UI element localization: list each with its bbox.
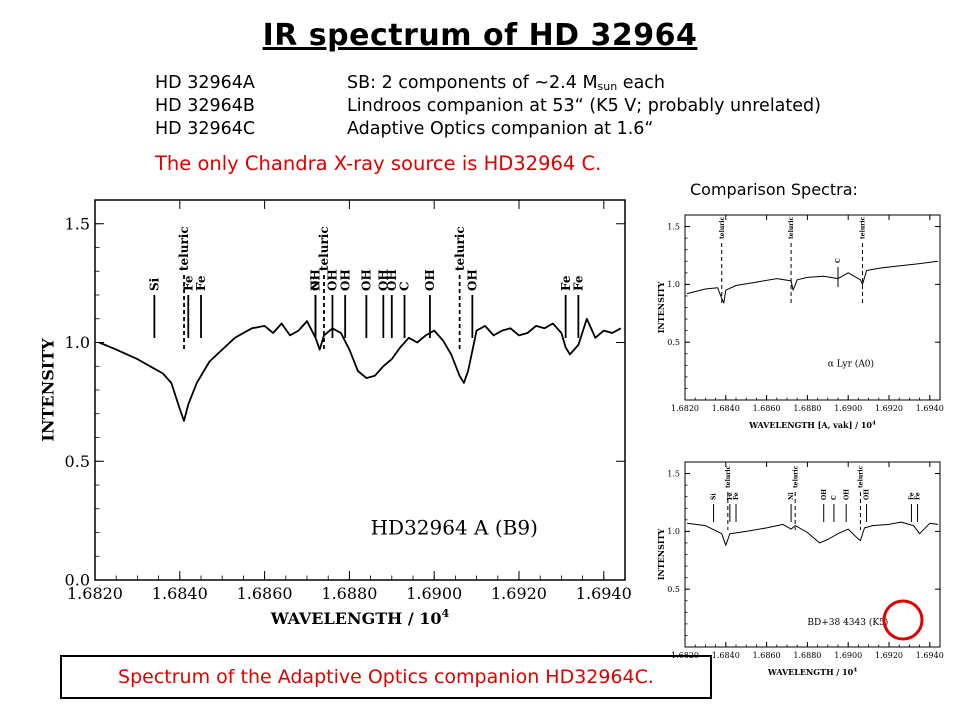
x-axis-label: WAVELENGTH [A, vak] / 104 <box>748 420 876 430</box>
x-tick-label: 1.6940 <box>916 651 944 660</box>
line-marker-label: OH <box>360 269 374 291</box>
line-marker-label: OH <box>309 269 323 291</box>
x-tick-label: 1.6840 <box>712 404 740 413</box>
y-tick-label: 1.0 <box>667 280 680 289</box>
x-tick-label: 1.6920 <box>491 584 547 603</box>
line-marker-label: teluric <box>858 465 865 488</box>
x-tick-label: 1.6820 <box>671 404 699 413</box>
line-marker-label: teluric <box>725 465 732 488</box>
line-marker-label: OH <box>385 269 399 291</box>
component-id: HD 32964C <box>155 119 256 139</box>
spectrum-line <box>686 260 939 304</box>
line-marker-label: Fe <box>181 275 195 291</box>
caption-text: Spectrum of the Adaptive Optics companio… <box>118 666 654 688</box>
line-marker-label: OH <box>326 269 340 291</box>
line-marker-label: C <box>398 281 412 291</box>
y-tick-label: 1.5 <box>65 214 90 233</box>
desc-text-end: each <box>617 73 666 93</box>
line-marker-label: OH <box>821 489 828 500</box>
x-axis-label-exponent: 4 <box>853 667 857 673</box>
x-tick-label: 1.6880 <box>793 404 821 413</box>
line-marker-label: Si <box>711 493 718 500</box>
x-tick-label: 1.6860 <box>753 651 781 660</box>
x-tick-label: 1.6860 <box>753 404 781 413</box>
y-axis-label: INTENSITY <box>656 528 666 580</box>
line-marker-label: Fe <box>909 492 916 500</box>
x-tick-label: 1.6880 <box>793 651 821 660</box>
x-axis-label: WAVELENGTH / 104 <box>767 667 857 677</box>
line-marker-label: OH <box>864 489 871 500</box>
line-marker-label: Si <box>148 277 162 291</box>
y-axis-label: INTENSITY <box>656 281 666 333</box>
highlight-circle <box>882 599 924 641</box>
line-marker-label: Ni <box>788 492 795 500</box>
desc-subscript: sun <box>597 80 618 93</box>
comparison-chart-alpha-lyr: 1.6820 1.6840 1.6860 1.6880 1.6900 1.6920 1.69… <box>656 214 944 430</box>
main-spectrum-chart: 1.6820 1.6840 1.6860 1.6880 1.6900 1.6920 1.69… <box>38 199 632 628</box>
slide-title: IR spectrum of HD 32964 <box>262 18 698 53</box>
y-tick-label: 0.5 <box>667 338 680 347</box>
object-label: BD+38 4343 (K5) <box>807 617 888 628</box>
comparison-label: Comparison Spectra: <box>690 180 858 199</box>
x-axis-label: WAVELENGTH / 104 <box>270 606 450 628</box>
y-tick-label: 0.5 <box>65 452 90 471</box>
component-desc: SB: 2 components of ~2.4 Msun each <box>347 72 665 98</box>
caption-box: Spectrum of the Adaptive Optics companio… <box>60 655 712 699</box>
spectrum-line <box>686 521 939 546</box>
x-tick-label: 1.6860 <box>237 584 293 603</box>
line-marker-label: Fe <box>915 492 922 500</box>
x-tick-label: 1.6900 <box>834 651 862 660</box>
chandra-note: The only Chandra X-ray source is HD32964… <box>155 152 602 175</box>
x-tick-label: 1.6880 <box>321 584 377 603</box>
line-marker-label: Fe <box>194 275 208 291</box>
x-tick-label: 1.6900 <box>406 584 462 603</box>
line-marker-label: teluric <box>317 226 331 271</box>
x-axis-label-exponent: 4 <box>872 420 876 426</box>
component-desc: Adaptive Optics companion at 1.6“ <box>347 119 654 139</box>
x-tick-label: 1.6820 <box>67 584 123 603</box>
line-marker-label: Fe <box>559 275 573 291</box>
line-marker-label: Fe <box>733 492 740 500</box>
line-marker-label: teluric <box>860 216 867 239</box>
y-tick-label: 1.0 <box>667 527 680 536</box>
line-marker-label: C <box>835 258 842 263</box>
line-marker-label: OH <box>338 269 352 291</box>
desc-text: SB: 2 components of ~2.4 M <box>347 73 598 93</box>
line-marker-label: Fe <box>727 492 734 500</box>
y-tick-label: 0.0 <box>65 571 90 590</box>
line-marker-label: OH <box>843 489 850 500</box>
y-tick-label: 1.5 <box>667 469 680 478</box>
x-axis-label-exponent: 4 <box>442 606 450 620</box>
line-marker-label: C <box>831 495 838 500</box>
line-marker-label: teluric <box>788 216 795 239</box>
x-tick-label: 1.6840 <box>152 584 208 603</box>
line-marker-label: OH <box>466 269 480 291</box>
line-marker-label: OH <box>377 269 391 291</box>
x-tick-label: 1.6900 <box>834 404 862 413</box>
plot-frame <box>684 214 941 401</box>
line-marker-label: teluric <box>177 226 191 271</box>
line-marker-label: Fe <box>572 275 586 291</box>
line-marker-label: teluric <box>719 216 726 239</box>
comparison-chart-bd38: 1.6820 1.6840 1.6860 1.6880 1.6900 1.6920 1.69… <box>656 461 944 677</box>
object-label: α Lyr (A0) <box>828 359 874 370</box>
spectrum-line <box>98 317 622 422</box>
x-tick-label: 1.6840 <box>712 651 740 660</box>
component-id: HD 32964A <box>155 73 255 93</box>
y-axis-label: INTENSITY <box>38 338 57 442</box>
component-desc: Lindroos companion at 53“ (K5 V; probabl… <box>347 96 821 116</box>
line-marker-label: teluric <box>453 226 467 271</box>
x-tick-label: 1.6920 <box>875 404 903 413</box>
y-tick-label: 1.0 <box>65 333 90 352</box>
x-tick-label: 1.6920 <box>875 651 903 660</box>
x-tick-label: 1.6940 <box>576 584 632 603</box>
object-label: HD32964 A (B9) <box>371 515 538 539</box>
x-tick-label: 1.6940 <box>916 404 944 413</box>
line-marker-label: Ni <box>309 275 323 291</box>
y-tick-label: 1.5 <box>667 222 680 231</box>
component-id: HD 32964B <box>155 96 255 116</box>
line-marker-label: OH <box>423 269 437 291</box>
y-tick-label: 0.5 <box>667 585 680 594</box>
line-marker-label: teluric <box>792 465 799 488</box>
